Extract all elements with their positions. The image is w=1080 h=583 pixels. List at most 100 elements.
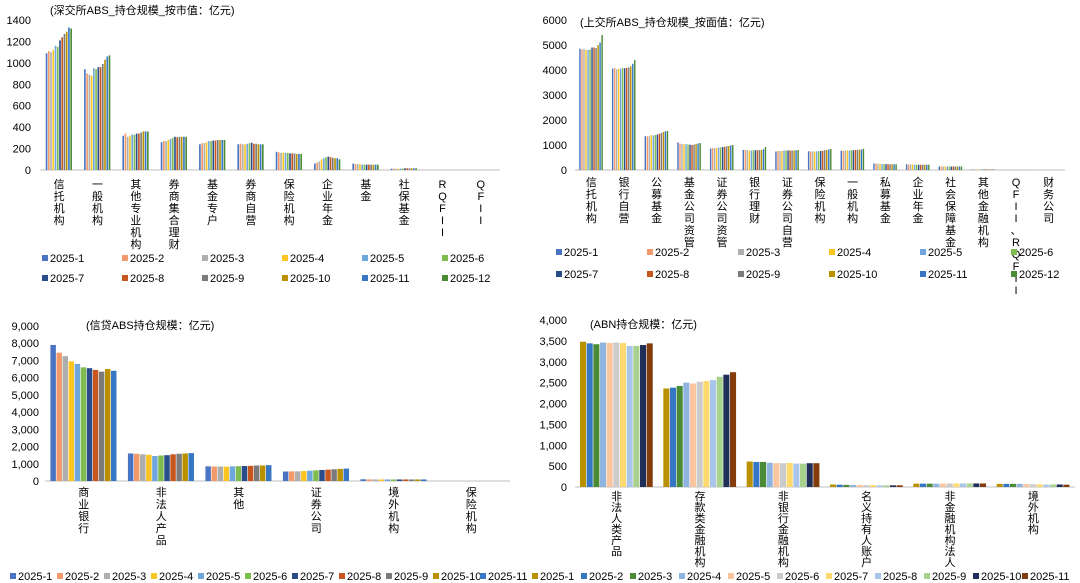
bar bbox=[247, 465, 254, 481]
bar bbox=[830, 484, 837, 487]
bar bbox=[793, 463, 800, 487]
bar bbox=[295, 153, 298, 170]
legend-swatch bbox=[1011, 271, 1017, 277]
category-label: 财务公司 bbox=[1043, 175, 1054, 225]
bar bbox=[973, 169, 975, 170]
chart-szse-abs: (深交所ABS_持仓规模_按市值：亿元) 0 200 400 600 800 1000 120… bbox=[7, 3, 500, 285]
bar bbox=[377, 164, 379, 170]
bar bbox=[881, 164, 883, 170]
bar bbox=[817, 151, 820, 170]
bar bbox=[56, 46, 59, 170]
bar bbox=[408, 168, 411, 170]
bar bbox=[656, 134, 659, 170]
y-tick-label: 0 bbox=[33, 476, 39, 488]
bar bbox=[634, 60, 636, 170]
legend-label: 2025-1 bbox=[50, 253, 84, 265]
bar bbox=[717, 147, 720, 170]
legend-swatch bbox=[42, 255, 48, 261]
legend-label: 2025-1 bbox=[564, 247, 598, 259]
bar bbox=[585, 50, 587, 170]
legend-label: 2025-3 bbox=[638, 571, 672, 583]
bar bbox=[354, 164, 357, 170]
legend-swatch bbox=[202, 255, 208, 261]
bar bbox=[63, 33, 66, 170]
bar bbox=[133, 134, 136, 170]
bar bbox=[640, 345, 647, 487]
bar bbox=[703, 380, 710, 487]
legend-label: 2025-3 bbox=[746, 247, 780, 259]
y-tick-label: 3,500 bbox=[539, 336, 567, 348]
bar bbox=[205, 142, 208, 170]
bar bbox=[183, 136, 185, 170]
legend-swatch bbox=[647, 249, 653, 255]
y-tick-label: 1000 bbox=[543, 140, 567, 152]
bar bbox=[677, 142, 679, 170]
category-label: 存款类金融机构 bbox=[695, 489, 706, 569]
bar bbox=[695, 144, 697, 170]
bar bbox=[370, 164, 372, 170]
bar bbox=[300, 153, 302, 170]
bar bbox=[408, 479, 415, 481]
bar bbox=[356, 164, 359, 170]
bar bbox=[591, 47, 593, 170]
bar bbox=[893, 164, 895, 170]
bar bbox=[378, 479, 385, 481]
bar bbox=[617, 68, 620, 170]
bar bbox=[842, 150, 845, 170]
bar bbox=[987, 169, 989, 170]
legend-label: 2025-11 bbox=[928, 269, 968, 281]
bar bbox=[762, 149, 765, 170]
bar bbox=[211, 466, 217, 481]
bar bbox=[724, 146, 726, 170]
bar bbox=[822, 150, 824, 170]
bar bbox=[414, 479, 421, 481]
bar bbox=[127, 453, 134, 481]
legend-swatch bbox=[826, 573, 832, 579]
bar bbox=[691, 145, 693, 170]
category-label: 一般机构 bbox=[92, 179, 103, 227]
bar bbox=[352, 163, 355, 170]
bar bbox=[372, 164, 375, 170]
bar bbox=[359, 164, 361, 170]
bar bbox=[795, 150, 797, 170]
bar bbox=[613, 68, 616, 170]
bar bbox=[288, 471, 295, 481]
bar bbox=[581, 49, 583, 170]
bar bbox=[928, 164, 930, 170]
bar bbox=[138, 133, 140, 170]
bar bbox=[876, 485, 883, 487]
bar bbox=[221, 140, 224, 170]
bar bbox=[262, 144, 264, 170]
legend-label: 2025-8 bbox=[347, 571, 381, 583]
bar bbox=[212, 140, 215, 170]
bar bbox=[360, 479, 366, 481]
legend-swatch bbox=[245, 573, 251, 579]
bar bbox=[989, 169, 991, 170]
bar bbox=[648, 136, 651, 170]
bar bbox=[875, 163, 877, 170]
bar bbox=[683, 382, 690, 487]
bar bbox=[1023, 484, 1030, 487]
bar bbox=[144, 131, 147, 170]
legend-swatch bbox=[738, 249, 744, 255]
legend-swatch bbox=[920, 271, 926, 277]
bar bbox=[122, 135, 125, 170]
legend-swatch bbox=[480, 573, 486, 579]
bar bbox=[646, 343, 653, 487]
bar bbox=[368, 164, 370, 170]
bar bbox=[922, 164, 924, 170]
bar bbox=[241, 144, 244, 170]
bar bbox=[259, 465, 266, 481]
legend-swatch bbox=[920, 249, 926, 255]
bar bbox=[752, 150, 755, 170]
y-tick-label: 400 bbox=[13, 122, 31, 134]
y-tick-label: 3,000 bbox=[11, 424, 39, 436]
legend-swatch bbox=[973, 573, 979, 579]
bar bbox=[180, 136, 183, 170]
bar bbox=[593, 47, 595, 170]
bar bbox=[913, 164, 916, 170]
bar bbox=[74, 363, 81, 481]
bar bbox=[854, 150, 857, 170]
bar bbox=[337, 468, 343, 481]
category-label: 银行自营 bbox=[619, 175, 630, 225]
